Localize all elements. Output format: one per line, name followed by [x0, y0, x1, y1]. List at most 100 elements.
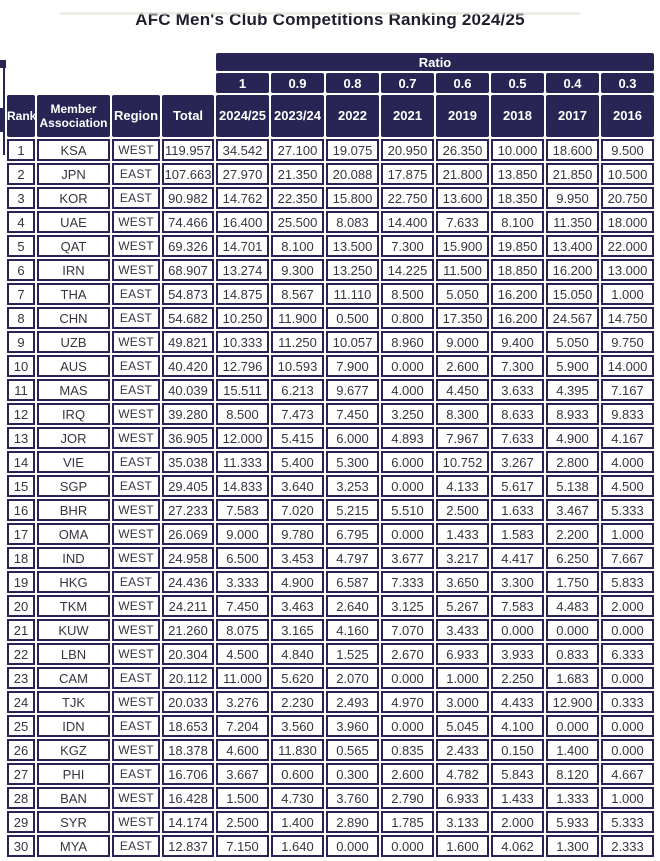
points-cell: 21.800	[436, 163, 489, 185]
points-cell: 6.933	[436, 787, 489, 809]
points-cell: 8.500	[216, 403, 269, 425]
points-cell: 5.415	[271, 427, 324, 449]
points-cell: 34.542	[216, 139, 269, 161]
points-cell: 1.000	[601, 787, 654, 809]
points-cell: 9.750	[601, 331, 654, 353]
rank-cell: 10	[7, 355, 35, 377]
association-cell: IDN	[37, 715, 110, 737]
points-cell: 5.933	[546, 811, 599, 833]
total-cell: 35.038	[162, 451, 214, 473]
association-cell: BAN	[37, 787, 110, 809]
points-cell: 9.000	[436, 331, 489, 353]
points-cell: 15.800	[326, 187, 379, 209]
region-cell: EAST	[112, 835, 160, 857]
column-header-2016: 2016	[601, 95, 654, 137]
association-cell: HKG	[37, 571, 110, 593]
column-header-member-association: Member Association	[37, 95, 110, 137]
points-cell: 3.467	[546, 499, 599, 521]
total-cell: 18.653	[162, 715, 214, 737]
total-cell: 39.280	[162, 403, 214, 425]
ratio-value-header: 0.6	[436, 73, 489, 93]
points-cell: 0.000	[601, 739, 654, 761]
points-cell: 6.250	[546, 547, 599, 569]
total-cell: 20.112	[162, 667, 214, 689]
points-cell: 14.833	[216, 475, 269, 497]
table-row: 15 SGP EAST 29.405 14.833 3.640 3.253 0.000 4.13…	[7, 475, 654, 497]
points-cell: 6.333	[601, 643, 654, 665]
points-cell: 0.150	[491, 739, 544, 761]
points-cell: 9.950	[546, 187, 599, 209]
points-cell: 5.050	[546, 331, 599, 353]
cropped-edge-artifact	[0, 60, 6, 68]
points-cell: 0.500	[326, 307, 379, 329]
points-cell: 1.400	[271, 811, 324, 833]
points-cell: 0.800	[381, 307, 434, 329]
rank-cell: 12	[7, 403, 35, 425]
rank-cell: 11	[7, 379, 35, 401]
table-row: 2 JPN EAST 107.663 27.970 21.350 20.088 17.875 2…	[7, 163, 654, 185]
points-cell: 26.350	[436, 139, 489, 161]
points-cell: 0.000	[491, 619, 544, 641]
points-cell: 16.200	[491, 307, 544, 329]
region-cell: EAST	[112, 307, 160, 329]
points-cell: 4.000	[601, 451, 654, 473]
points-cell: 4.483	[546, 595, 599, 617]
points-cell: 4.000	[381, 379, 434, 401]
points-cell: 9.500	[601, 139, 654, 161]
points-cell: 3.433	[436, 619, 489, 641]
points-cell: 13.500	[326, 235, 379, 257]
points-cell: 5.333	[601, 499, 654, 521]
rank-cell: 18	[7, 547, 35, 569]
points-cell: 4.600	[216, 739, 269, 761]
table-row: 4 UAE WEST 74.466 16.400 25.500 8.083 14.400 7.6…	[7, 211, 654, 233]
rank-cell: 13	[7, 427, 35, 449]
rank-cell: 9	[7, 331, 35, 353]
rank-cell: 30	[7, 835, 35, 857]
points-cell: 3.250	[381, 403, 434, 425]
ranking-table: Ratio 1 0.9 0.8 0.7 0.6 0.5 0.4 0.3 Rank Member …	[5, 51, 656, 859]
region-cell: WEST	[112, 139, 160, 161]
points-cell: 7.300	[491, 355, 544, 377]
header-blank-space	[7, 73, 214, 93]
points-cell: 2.433	[436, 739, 489, 761]
points-cell: 7.967	[436, 427, 489, 449]
points-cell: 13.250	[326, 259, 379, 281]
total-cell: 69.326	[162, 235, 214, 257]
points-cell: 1.000	[601, 523, 654, 545]
points-cell: 4.730	[271, 787, 324, 809]
total-cell: 40.420	[162, 355, 214, 377]
total-cell: 36.905	[162, 427, 214, 449]
points-cell: 4.450	[436, 379, 489, 401]
points-cell: 12.900	[546, 691, 599, 713]
points-cell: 5.215	[326, 499, 379, 521]
association-cell: KGZ	[37, 739, 110, 761]
association-cell: IND	[37, 547, 110, 569]
association-cell: AUS	[37, 355, 110, 377]
rank-cell: 4	[7, 211, 35, 233]
points-cell: 4.797	[326, 547, 379, 569]
rank-cell: 5	[7, 235, 35, 257]
points-cell: 9.677	[326, 379, 379, 401]
points-cell: 5.138	[546, 475, 599, 497]
points-cell: 0.600	[271, 763, 324, 785]
points-cell: 5.050	[436, 283, 489, 305]
points-cell: 2.070	[326, 667, 379, 689]
total-cell: 16.428	[162, 787, 214, 809]
points-cell: 20.088	[326, 163, 379, 185]
points-cell: 1.333	[546, 787, 599, 809]
region-cell: WEST	[112, 235, 160, 257]
rank-cell: 23	[7, 667, 35, 689]
points-cell: 8.567	[271, 283, 324, 305]
points-cell: 7.450	[216, 595, 269, 617]
table-row: 16 BHR WEST 27.233 7.583 7.020 5.215 5.510 2.500…	[7, 499, 654, 521]
ratio-value-header: 0.5	[491, 73, 544, 93]
total-cell: 12.837	[162, 835, 214, 857]
points-cell: 8.100	[491, 211, 544, 233]
points-cell: 17.350	[436, 307, 489, 329]
ranking-table-body: 1 KSA WEST 119.957 34.542 27.100 19.075 20.950 2…	[7, 139, 654, 857]
points-cell: 0.000	[601, 715, 654, 737]
points-cell: 4.100	[491, 715, 544, 737]
points-cell: 1.433	[491, 787, 544, 809]
points-cell: 2.800	[546, 451, 599, 473]
points-cell: 5.843	[491, 763, 544, 785]
